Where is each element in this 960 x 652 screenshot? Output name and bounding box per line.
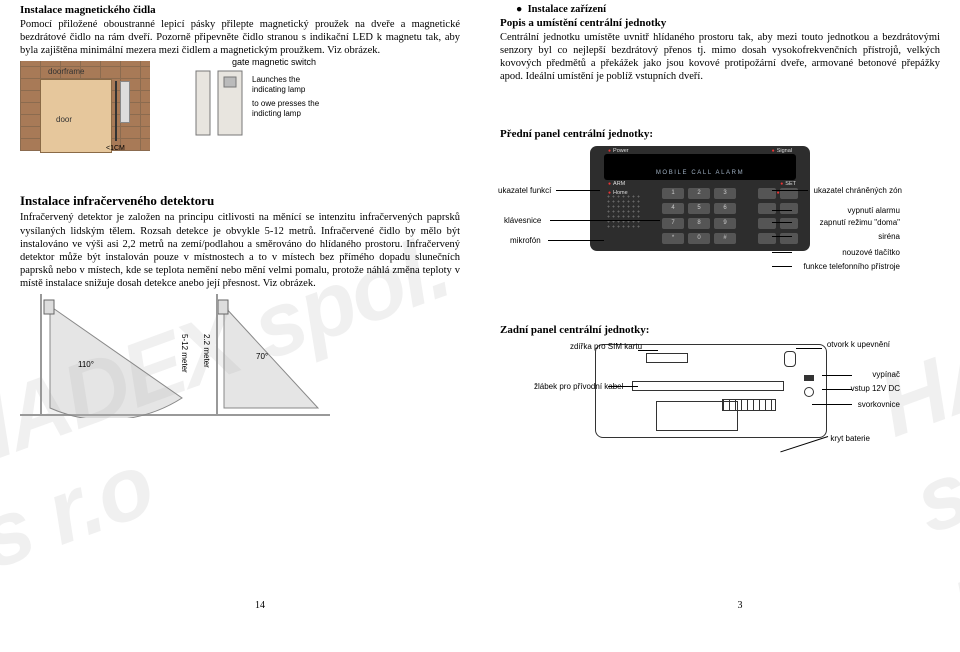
gate-switch-label: gate magnetic switch [232,57,316,67]
led-set: SET [777,181,796,187]
desc2: indicating lamp [252,85,305,94]
sensor-drawing [194,67,254,147]
switch [804,375,814,381]
r-vypinac: vypínač [872,370,900,379]
pir-fan-70 [218,298,338,418]
door-label: door [56,115,72,124]
annot-zon: ukazatel chráněných zón [814,186,903,195]
page-number-left: 14 [20,600,500,611]
sec2-text: Infračervený detektor je založen na prin… [20,211,460,290]
keypad: 123 456 789 *0# [662,188,736,244]
r-otvor: otvork k upevnění [827,340,890,349]
sub2: Přední panel centrální jednotky: [500,128,940,140]
annot-tel: funkce telefonního přístroje [803,262,900,271]
angle-110: 110° [78,360,94,369]
sec1-text: Pomocí přiložené oboustranné lepicí pásk… [20,18,460,57]
desc4: indicting lamp [252,109,301,118]
sec1-title: Instalace magnetického čidla [20,4,460,16]
led-power: Power [608,148,629,154]
annot-nouz: nouzové tlačítko [842,248,900,257]
sensor-on-door [120,81,130,123]
lcd-screen: MOBILE CALL ALARM [604,154,796,180]
r-12v: vstup 12V DC [851,384,900,393]
led-signal: Signal [772,148,792,154]
p1: Centrální jednotku umístěte uvnitř hlída… [500,31,940,84]
r-sim: zdířka pro SIM kartu [570,342,642,351]
led-arm: ARM [608,181,628,187]
annot-mic: mikrofón [510,236,541,245]
cable-channel [632,381,784,391]
frame-edge [115,81,117,141]
sim-slot [646,353,688,363]
lcd-text: MOBILE CALL ALARM [604,170,796,176]
pir-fan-110 [42,298,202,418]
mount-hole [784,351,796,367]
sec2-title: Instalace infračerveného detektoru [20,193,460,209]
annot-klav: klávesnice [504,216,541,225]
angle-70: 70° [256,352,268,361]
sub1: Popis a umístění centrální jednotky [500,17,940,29]
page-number-right: 3 [500,600,960,611]
front-panel-diagram: Power Signal MOBILE CALL ALARM ARM Home … [500,146,900,306]
dc-jack [804,387,814,397]
page-right: HADEX spol. s r.o ● Instalace zařízení P… [480,0,960,617]
door-shape [40,79,112,153]
desc3: to owe presses the [252,99,319,108]
magnetic-sensor-diagram: doorframe door <1CM gate magnetic switch… [20,61,330,161]
r-svork: svorkovnice [858,400,900,409]
bullet-title-text: Instalace zařízení [528,4,606,15]
annot-funkci: ukazatel funkcí [498,186,551,195]
speaker-grill [606,194,642,230]
bullet-title: ● Instalace zařízení [516,4,940,15]
doorframe-label: doorframe [48,67,84,76]
watermark-right: HADEX spol. s r.o [866,257,960,652]
desc1: Launches the [252,75,300,84]
r-kryt: kryt baterie [830,434,870,443]
range-label: 5-12 meter [180,334,189,373]
annot-vypnuti: vypnutí alarmu [848,206,900,215]
page-left: HADEX spol. s r.o Instalace magnetického… [0,0,480,617]
rear-panel-diagram: zdířka pro SIM kartu otvork k upevnění v… [540,342,900,452]
rear-body [595,344,827,438]
battery-cover [656,401,738,431]
gap-label: <1CM [106,145,125,152]
sub3: Zadní panel centrální jednotky: [500,324,940,336]
pir-diagram: 110° 70° 5-12 meter 2.2 meter [20,294,330,434]
annot-doma: zapnutí režimu "doma" [820,218,900,227]
annot-sirena: siréna [878,232,900,241]
height-label: 2.2 meter [202,334,211,368]
